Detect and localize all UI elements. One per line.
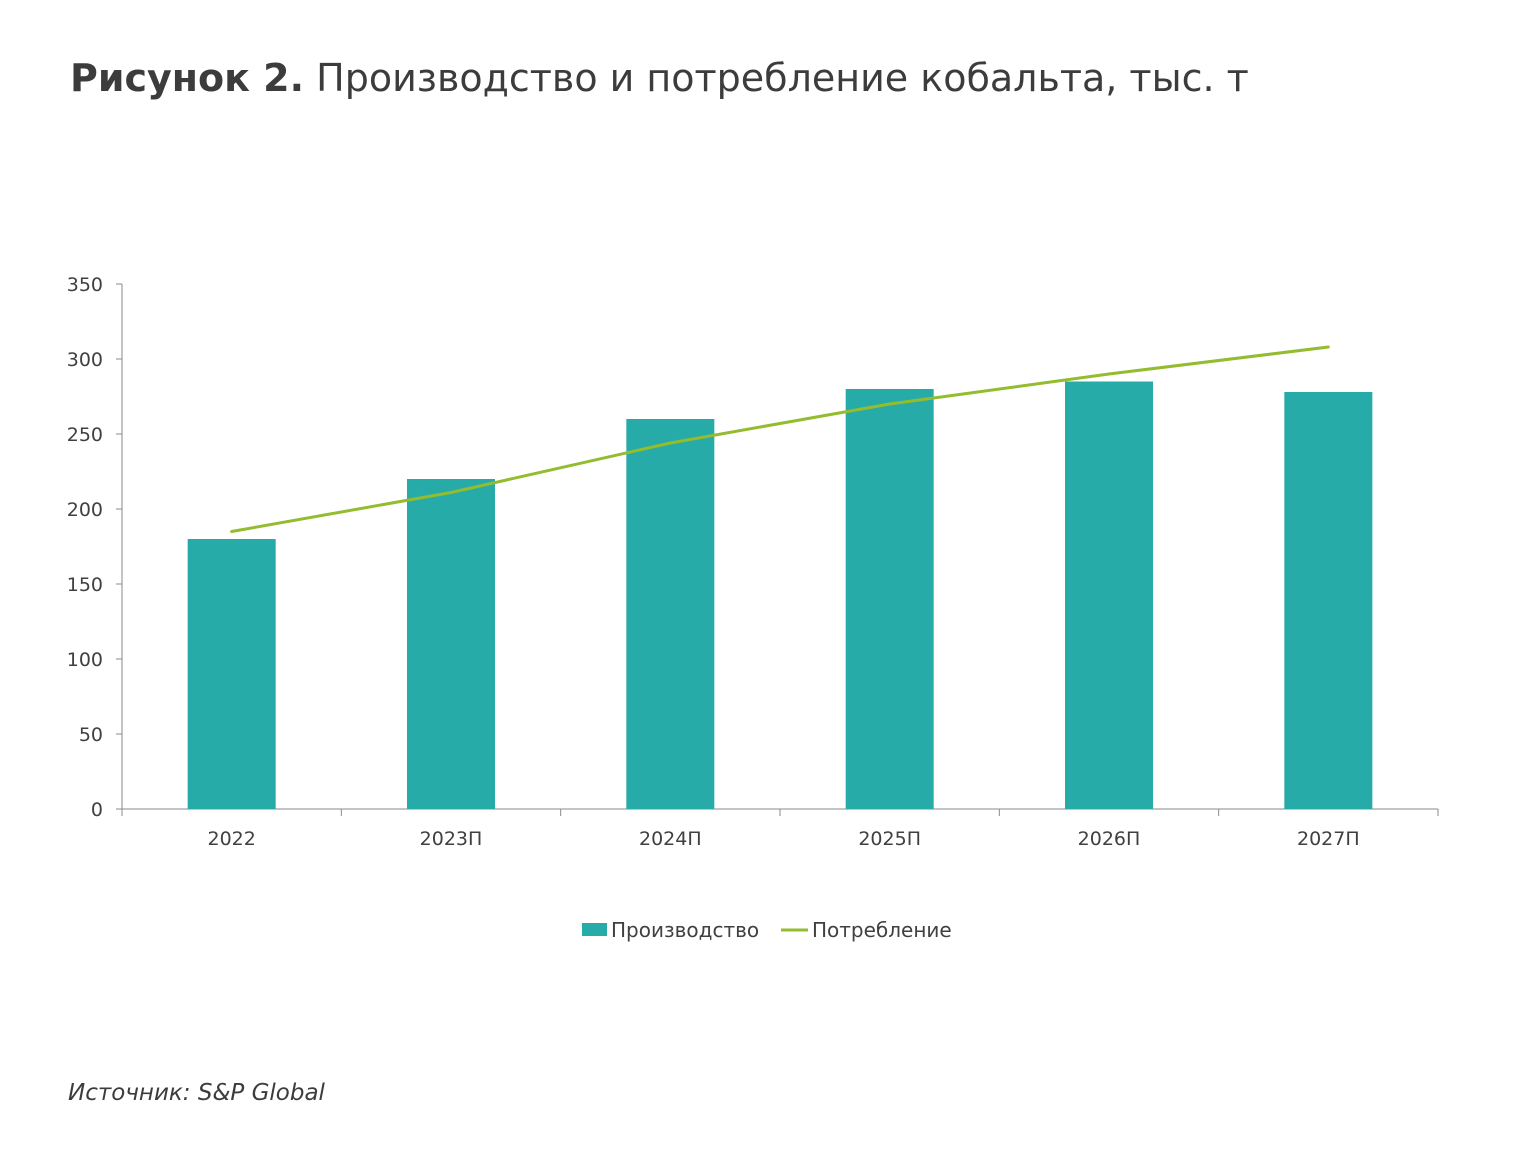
figure-number: Рисунок 2. bbox=[70, 56, 305, 100]
y-tick-label: 100 bbox=[67, 649, 103, 671]
y-tick-label: 300 bbox=[67, 349, 103, 371]
x-tick-label: 2025П bbox=[858, 828, 921, 850]
bar-production bbox=[407, 479, 495, 809]
legend-swatch-production bbox=[582, 923, 607, 936]
y-tick-label: 350 bbox=[67, 274, 103, 296]
bar-production bbox=[845, 389, 934, 809]
y-tick-label: 150 bbox=[67, 574, 103, 596]
y-tick-label: 0 bbox=[91, 799, 103, 821]
x-tick-label: 2022 bbox=[207, 828, 255, 850]
x-tick-label: 2023П bbox=[420, 828, 483, 850]
chart-title: Рисунок 2. Производство и потребление ко… bbox=[70, 54, 1249, 102]
source-note: Источник: S&P Global bbox=[68, 1078, 325, 1108]
y-tick-label: 250 bbox=[67, 424, 103, 446]
y-tick-label: 50 bbox=[79, 724, 103, 746]
legend-label-production: Производство bbox=[611, 918, 759, 942]
y-tick-label: 200 bbox=[67, 499, 103, 521]
legend-label-consumption: Потребление bbox=[812, 918, 952, 942]
x-tick-label: 2024П bbox=[639, 828, 702, 850]
x-tick-label: 2027П bbox=[1297, 828, 1360, 850]
bar-production bbox=[187, 539, 276, 809]
x-tick-label: 2026П bbox=[1078, 828, 1141, 850]
line-consumption bbox=[230, 345, 1330, 533]
figure-caption: Производство и потребление кобальта, тыс… bbox=[316, 56, 1249, 100]
bar-production bbox=[1065, 381, 1153, 809]
source-label: Источник: bbox=[68, 1080, 191, 1106]
source-value: S&P Global bbox=[197, 1080, 325, 1106]
bar-production bbox=[1284, 392, 1373, 809]
bar-production bbox=[626, 419, 715, 809]
